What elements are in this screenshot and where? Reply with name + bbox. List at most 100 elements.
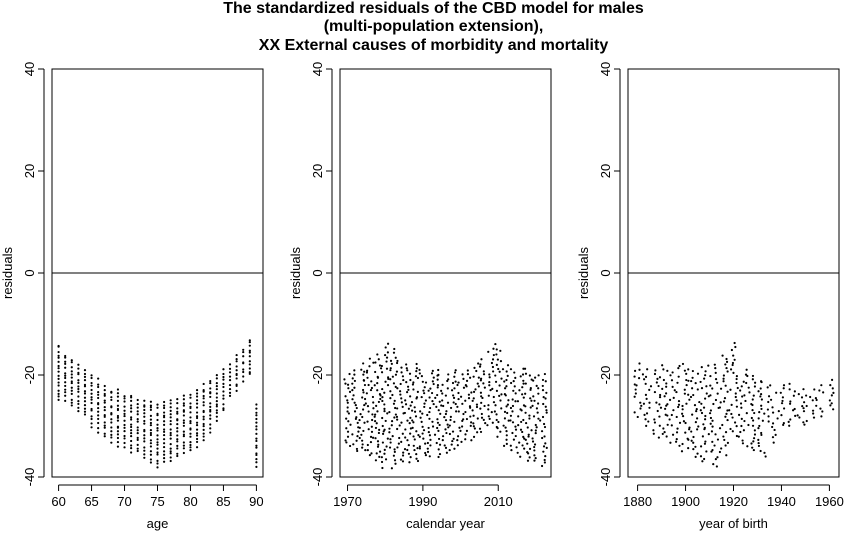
residual-point <box>832 408 835 411</box>
residual-point <box>143 449 146 452</box>
residual-point <box>255 403 258 406</box>
residual-point <box>412 421 415 424</box>
residual-point <box>714 371 717 374</box>
residual-point <box>403 411 406 415</box>
residual-point <box>457 391 460 395</box>
residual-point <box>424 381 428 384</box>
residual-point <box>404 403 408 406</box>
residual-point <box>793 390 796 393</box>
residual-point <box>389 438 392 441</box>
residual-point <box>83 413 87 416</box>
residual-point <box>767 415 770 418</box>
residual-point <box>438 423 441 427</box>
residual-point <box>176 398 179 401</box>
residual-point <box>408 422 411 425</box>
residual-point <box>136 406 139 409</box>
residual-point <box>781 396 784 399</box>
residual-point <box>228 391 232 394</box>
residual-point <box>70 401 73 404</box>
residual-point <box>385 367 389 370</box>
residual-point <box>685 402 688 405</box>
residual-point <box>780 402 784 405</box>
residual-point <box>820 384 823 387</box>
residual-point <box>366 443 369 447</box>
residual-point <box>699 445 703 448</box>
residual-point <box>829 404 832 407</box>
residual-point <box>664 407 667 410</box>
residual-point <box>83 375 87 378</box>
residual-point <box>728 409 731 412</box>
residual-point <box>774 433 777 436</box>
residual-point <box>401 405 404 409</box>
residual-point <box>694 420 697 424</box>
residual-point <box>428 417 431 420</box>
residual-point <box>248 371 251 374</box>
residual-point <box>477 385 480 388</box>
residual-point <box>528 417 531 420</box>
residual-point <box>77 379 80 382</box>
residual-point <box>431 380 434 383</box>
residual-point <box>363 397 367 401</box>
residual-point <box>491 358 495 361</box>
residual-point <box>447 373 450 376</box>
residual-point <box>674 440 678 443</box>
residual-point <box>414 375 418 378</box>
residual-point <box>812 412 815 415</box>
residual-point <box>156 438 159 441</box>
residual-point <box>737 413 741 416</box>
residual-point <box>434 396 437 399</box>
residual-point <box>130 396 133 399</box>
residual-point <box>763 451 766 454</box>
residual-point <box>438 400 441 403</box>
residual-point <box>711 440 714 443</box>
residual-point <box>90 415 93 418</box>
residual-point <box>536 402 540 405</box>
residual-point <box>415 457 418 460</box>
residual-point <box>351 398 354 401</box>
residual-point <box>788 388 791 391</box>
residual-point <box>371 436 375 439</box>
residual-point <box>405 363 408 366</box>
residual-point <box>116 419 120 422</box>
residual-point <box>819 407 822 410</box>
residual-point <box>760 404 763 407</box>
residual-point <box>531 440 535 443</box>
residual-point <box>696 388 699 391</box>
residual-point <box>381 416 384 420</box>
x-tick-label: 1960 <box>815 494 844 509</box>
residual-point <box>385 360 388 363</box>
residual-point <box>116 399 120 402</box>
residual-point <box>136 432 139 435</box>
residual-point <box>701 435 704 438</box>
residual-point <box>202 410 205 414</box>
residual-point <box>703 457 706 461</box>
residual-point <box>416 390 419 393</box>
residual-point <box>110 396 113 399</box>
residual-point <box>360 368 363 371</box>
residual-point <box>761 419 764 422</box>
residual-point <box>156 441 159 444</box>
residual-point <box>363 403 366 407</box>
residual-point <box>156 413 159 417</box>
residual-point <box>478 365 482 368</box>
residual-point <box>714 378 718 381</box>
residual-point <box>415 370 418 373</box>
residual-point <box>821 410 824 413</box>
residual-point <box>189 432 192 435</box>
residual-point <box>373 415 376 418</box>
residual-point <box>751 409 754 412</box>
residual-point <box>64 354 67 358</box>
residual-point <box>641 373 645 376</box>
residual-point <box>97 406 100 410</box>
residual-point <box>176 438 179 441</box>
residual-point <box>389 378 392 381</box>
residual-point <box>456 435 460 438</box>
residual-point <box>370 430 374 433</box>
residual-point <box>176 434 179 437</box>
residual-point <box>752 440 755 443</box>
residual-point <box>149 453 153 456</box>
residual-point <box>394 385 397 388</box>
residual-point <box>760 398 763 401</box>
residual-point <box>143 446 146 449</box>
residual-point <box>374 437 377 440</box>
